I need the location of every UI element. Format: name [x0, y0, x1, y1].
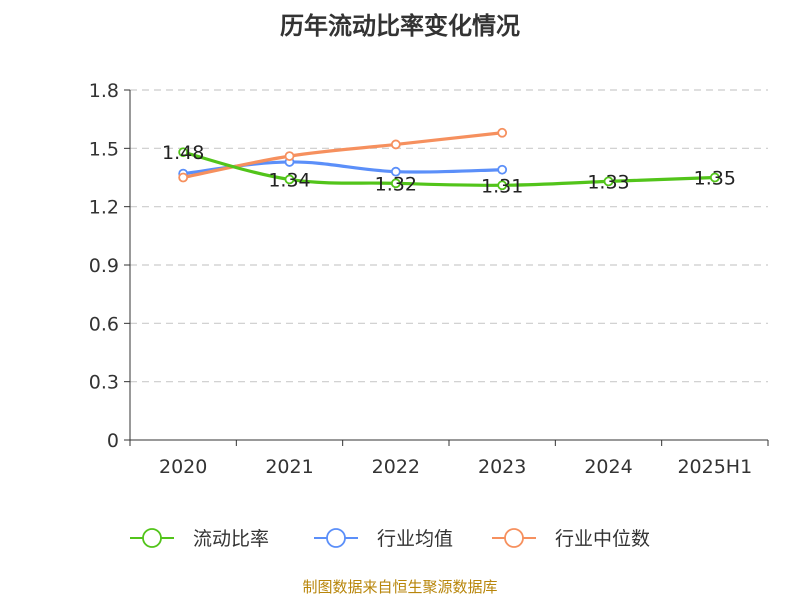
chart-title: 历年流动比率变化情况 [280, 12, 520, 40]
data-point [603, 176, 614, 187]
series-lines [178, 127, 720, 191]
data-point [390, 178, 401, 189]
data-point [178, 147, 189, 158]
data-label: 1.34 [268, 169, 310, 191]
series-line [181, 131, 504, 180]
data-point [284, 174, 295, 185]
data-point [390, 166, 401, 177]
axes: 0 0.3 0.6 0.9 1.2 1.5 1.8 2020 2021 2022 2023 2024 2… [89, 80, 769, 478]
data-label: 1.35 [694, 168, 736, 190]
data-point [390, 139, 401, 150]
x-tick-label: 2020 [159, 456, 207, 478]
data-point [709, 172, 720, 183]
y-tick-label: 0.9 [89, 255, 119, 277]
legend-marker [142, 528, 162, 548]
data-labels: 1.48 1.34 1.32 1.31 1.33 1.35 [162, 142, 736, 197]
source-note: 制图数据来自恒生聚源数据库 [302, 578, 498, 596]
data-label: 1.33 [587, 171, 629, 193]
data-point [497, 180, 508, 191]
y-tick-label: 1.8 [89, 80, 119, 102]
x-tick-label: 2025H1 [677, 456, 752, 478]
x-tick-label: 2023 [478, 456, 526, 478]
y-tick-label: 1.2 [89, 197, 119, 219]
data-point [284, 151, 295, 162]
data-label: 1.48 [162, 142, 204, 164]
data-point [497, 164, 508, 175]
data-point [497, 127, 508, 138]
series-line [181, 150, 717, 187]
x-tick-label: 2021 [265, 456, 313, 478]
legend-label: 流动比率 [193, 528, 269, 550]
y-tick-label: 1.5 [89, 138, 119, 160]
y-tick-label: 0.6 [89, 313, 119, 335]
grid-lines [130, 89, 768, 383]
data-label: 1.32 [375, 173, 417, 195]
legend-label: 行业中位数 [555, 528, 650, 550]
legend: 流动比率 行业均值 行业中位数 [130, 528, 650, 550]
x-tick-label: 2024 [584, 456, 632, 478]
y-tick-label: 0 [107, 430, 119, 452]
legend-label: 行业均值 [377, 528, 453, 550]
x-tick-label: 2022 [372, 456, 420, 478]
legend-marker [326, 528, 346, 548]
data-point [178, 172, 189, 183]
data-label: 1.31 [481, 175, 523, 197]
legend-marker [504, 528, 524, 548]
y-tick-label: 0.3 [89, 372, 119, 394]
